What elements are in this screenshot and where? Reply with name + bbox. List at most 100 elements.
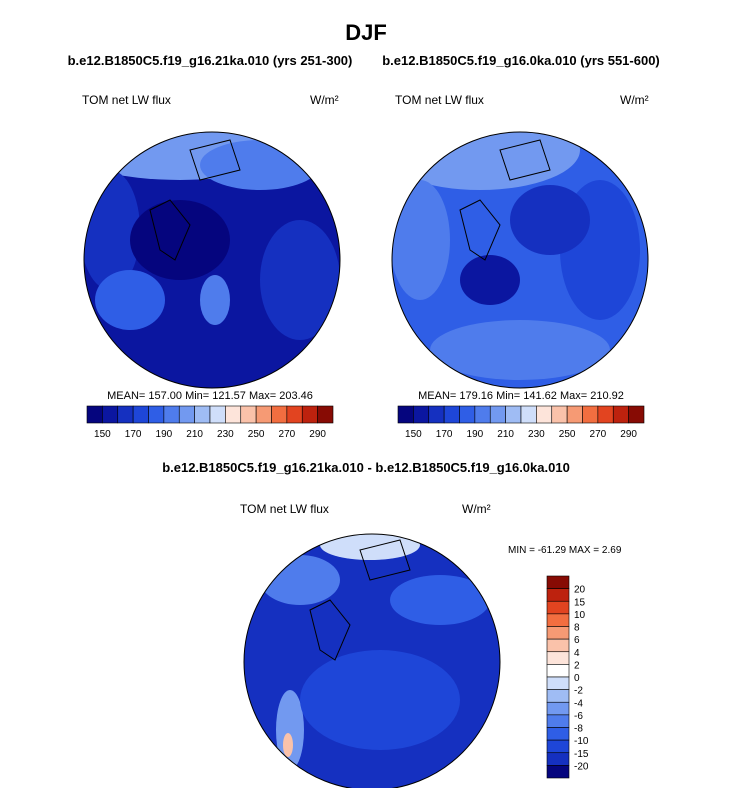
variable-label: TOM net LW flux: [395, 93, 484, 107]
colorbar-label: 4: [574, 648, 580, 659]
colorbar-box: [428, 405, 445, 424]
colorbar-box: [520, 405, 537, 424]
colorbar-box: [505, 405, 522, 424]
colorbar-box: [271, 405, 288, 424]
colorbar-box: [546, 575, 570, 589]
map-border: [391, 131, 649, 389]
colorbar-label: -20: [574, 761, 589, 772]
colorbar-label: 250: [559, 429, 576, 440]
colorbar-label: 290: [309, 429, 326, 440]
colorbar-label: 190: [467, 429, 484, 440]
panel-title: b.e12.B1850C5.f19_g16.21ka.010 (yrs 251-…: [68, 53, 353, 68]
colorbar-label: 270: [590, 429, 607, 440]
colorbar-box: [546, 651, 570, 665]
colorbar-box: [546, 626, 570, 640]
colorbar-label: 250: [248, 429, 265, 440]
colorbar-box: [597, 405, 614, 424]
colorbar-box: [546, 676, 570, 690]
map: [84, 132, 340, 388]
colorbar-label: 290: [620, 429, 637, 440]
colorbar-label: 150: [94, 429, 111, 440]
colorbar-label: 170: [436, 429, 453, 440]
colorbar-box: [148, 405, 165, 424]
colorbar-label: 6: [574, 635, 580, 646]
colorbar-box: [546, 588, 570, 602]
colorbar-box: [225, 405, 242, 424]
colorbar-box: [86, 405, 103, 424]
colorbar-box: [546, 714, 570, 728]
colorbar-label: 0: [574, 673, 580, 684]
colorbar-box: [286, 405, 303, 424]
colorbar-box: [546, 689, 570, 703]
colorbar-box: [209, 405, 226, 424]
colorbar: 150 170 190 210 230 250 270 290: [86, 405, 334, 440]
colorbar-label: 15: [574, 597, 586, 608]
colorbar-label: -8: [574, 724, 583, 735]
colorbar-label: 230: [528, 429, 545, 440]
colorbar-box: [546, 613, 570, 627]
colorbar-box: [582, 405, 599, 424]
colorbar-box: [163, 405, 180, 424]
colorbar-box: [132, 405, 149, 424]
colorbar-box: [317, 405, 334, 424]
colorbar-label: 20: [574, 585, 586, 596]
colorbar-label: 150: [405, 429, 422, 440]
colorbar-box: [474, 405, 491, 424]
colorbar-label: 210: [186, 429, 203, 440]
colorbar-label: -10: [574, 736, 589, 747]
colorbar-box: [413, 405, 430, 424]
units-label: W/m²: [310, 93, 339, 107]
title: DJF: [345, 20, 387, 45]
colorbar-label: 190: [156, 429, 173, 440]
variable-label: TOM net LW flux: [82, 93, 171, 107]
colorbar-box: [546, 701, 570, 716]
colorbar-box: [301, 405, 318, 424]
colorbar-box: [240, 405, 257, 424]
colorbar-box: [546, 727, 570, 741]
colorbar-box: [628, 405, 645, 424]
colorbar-label: -15: [574, 749, 589, 760]
colorbar-label: 170: [125, 429, 142, 440]
colorbar-label: -6: [574, 711, 583, 722]
colorbar-label: -4: [574, 698, 583, 709]
colorbar-label: 210: [497, 429, 514, 440]
stats: MEAN= 157.00 Min= 121.57 Max= 203.46: [107, 390, 313, 402]
units-label: W/m²: [620, 93, 649, 107]
map: [244, 534, 500, 790]
colorbar-box: [546, 739, 570, 754]
colorbar-box: [459, 405, 476, 424]
colorbar-box: [102, 405, 119, 424]
colorbar-box: [546, 638, 570, 653]
colorbar: 150 170 190 210 230 250 270 290: [397, 405, 645, 440]
map-border: [83, 131, 341, 389]
colorbar-label: 8: [574, 623, 580, 634]
stats: MEAN= 179.16 Min= 141.62 Max= 210.92: [418, 390, 624, 402]
colorbar-box: [489, 405, 506, 424]
colorbar-label: 230: [217, 429, 234, 440]
colorbar-box: [178, 405, 195, 424]
colorbar-label: 270: [279, 429, 296, 440]
colorbar-label: 10: [574, 610, 586, 621]
colorbar-label: -2: [574, 686, 583, 697]
colorbar-box: [443, 405, 460, 424]
stats: MIN = -61.29 MAX = 2.69: [508, 545, 622, 556]
map: [392, 132, 648, 388]
units-label: W/m²: [462, 502, 491, 516]
colorbar-box: [546, 600, 570, 615]
colorbar-box: [397, 405, 414, 424]
colorbar-box: [194, 405, 211, 424]
colorbar-box: [546, 752, 570, 766]
panel-title: b.e12.B1850C5.f19_g16.0ka.010 (yrs 551-6…: [382, 53, 660, 68]
difference-title: b.e12.B1850C5.f19_g16.21ka.010 - b.e12.B…: [162, 460, 570, 475]
variable-label: TOM net LW flux: [240, 502, 329, 516]
colorbar-box: [255, 405, 272, 424]
colorbar-box: [117, 405, 134, 424]
colorbar-box: [546, 765, 570, 779]
colorbar-box: [551, 405, 568, 424]
colorbar-box: [612, 405, 629, 424]
colorbar-box: [536, 405, 553, 424]
colorbar-label: 2: [574, 660, 580, 671]
colorbar-box: [566, 405, 583, 424]
